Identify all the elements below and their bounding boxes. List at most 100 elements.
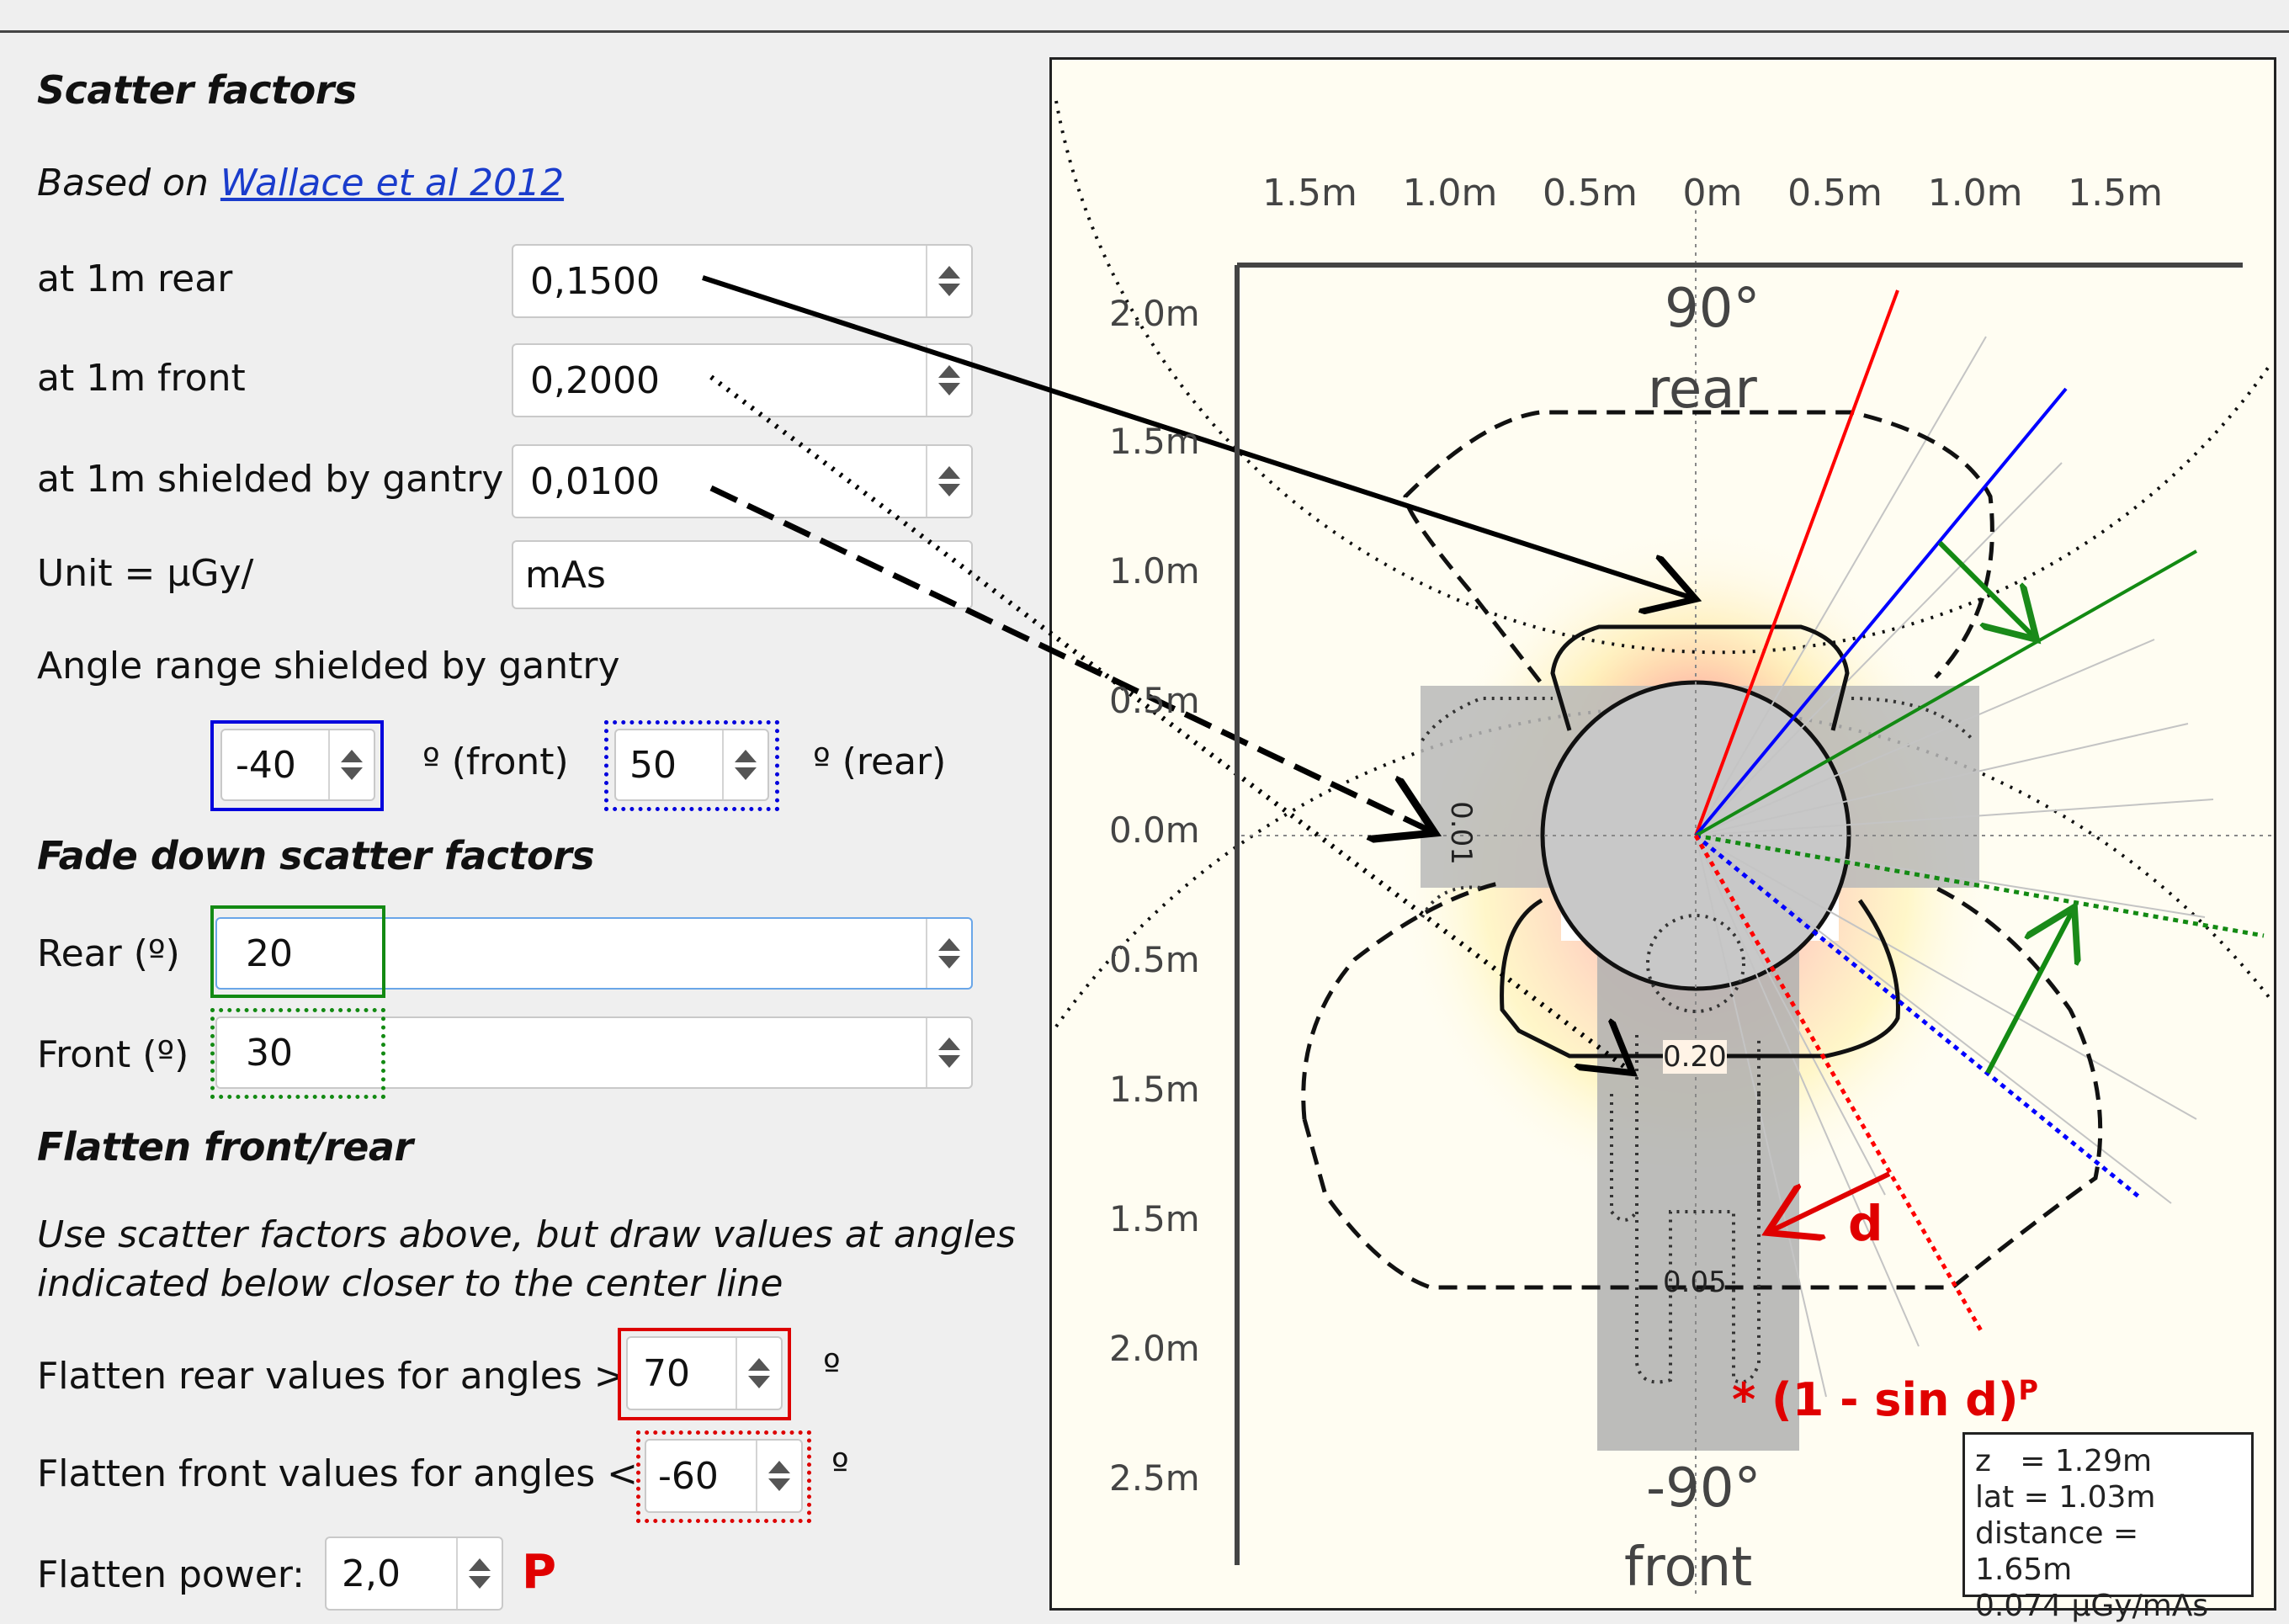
fade-front-spinbox[interactable]: 30 [215,1016,973,1089]
fade-front-value[interactable]: 30 [246,1031,293,1075]
fade-rear-value[interactable]: 20 [246,931,293,975]
readout-distance: distance = 1.65m [1975,1516,2139,1587]
angle-front-highlight [210,720,384,811]
down-arrow-icon[interactable] [768,1478,790,1491]
rear-scatter-spinbox[interactable]: 0,1500 [512,244,973,318]
gantry-scatter-spinbox[interactable]: 0,0100 [512,444,973,518]
up-arrow-icon[interactable] [938,938,960,951]
front-scatter-value[interactable]: 0,2000 [530,358,660,402]
top-tick: 1.0m [1927,172,2023,215]
front-scatter-spin-arrows[interactable] [926,345,971,416]
flatten-rear-spinbox[interactable]: 70 [626,1336,783,1410]
rear-scatter-label: at 1m rear [37,257,233,300]
contour-label-001: 0.01 [1443,801,1478,865]
angle-front-value[interactable]: -40 [236,743,296,787]
flatten-desc-line2: indicated below closer to the center lin… [37,1262,783,1305]
fade-rear-spin-arrows[interactable] [926,919,971,988]
flatten-front-spin-arrows[interactable] [756,1441,801,1511]
left-tick: 1.5m [1109,1069,1200,1110]
wallace-link[interactable]: Wallace et al 2012 [220,162,565,204]
front-scatter-arrow [709,374,1633,1073]
readout-z: z = 1.29m [1975,1444,2153,1478]
top-divider [0,30,2289,33]
flatten-power-value[interactable]: 2,0 [342,1552,401,1595]
fade-rear-spinbox[interactable]: 20 [215,917,973,990]
red-rear-line [1694,289,1899,836]
down-arrow-icon[interactable] [341,767,363,780]
gantry-scatter-spin-arrows[interactable] [926,446,971,517]
gantry-scatter-value[interactable]: 0,0100 [530,459,660,503]
angle-range-label: Angle range shielded by gantry [37,645,620,687]
flatten-heading: Flatten front/rear [37,1124,413,1170]
scatter-factors-heading: Scatter factors [37,67,357,113]
angle-rear-unit: º (rear) [813,740,947,783]
front-scatter-label: at 1m front [37,357,246,400]
rear-scatter-value[interactable]: 0,1500 [530,259,660,303]
flatten-power-spinbox[interactable]: 2,0 [325,1536,503,1611]
down-arrow-icon[interactable] [748,1376,770,1388]
top-tick: 0m [1682,172,1743,215]
unit-value[interactable]: mAs [525,553,606,597]
flatten-front-label: Flatten front values for angles < [37,1452,639,1495]
fade-rear-highlight [210,905,385,998]
up-arrow-icon[interactable] [341,750,363,762]
flatten-rear-spin-arrows[interactable] [736,1338,781,1409]
angle-fan [1695,336,2214,1398]
flatten-front-value[interactable]: -60 [658,1454,719,1498]
up-arrow-icon[interactable] [938,1038,960,1050]
green-rear-line [1695,549,2197,837]
up-arrow-icon[interactable] [938,266,960,279]
angle-front-unit: º (front) [422,740,569,783]
gantry-scatter-arrow [709,485,1435,833]
rear-scatter-arrow [702,275,1696,599]
fade-front-spin-arrows[interactable] [926,1018,971,1087]
angle-front-spin-arrows[interactable] [328,730,374,799]
top-tick: 0.5m [1787,172,1883,215]
gantry-scatter-label: at 1m shielded by gantry [37,458,504,501]
based-on-text: Based on Wallace et al 2012 [37,162,564,204]
down-arrow-icon[interactable] [938,484,960,496]
angle-rear-spinbox[interactable]: 50 [614,729,769,801]
front-scatter-spinbox[interactable]: 0,2000 [512,343,973,417]
top-tick: 1.5m [2068,172,2163,215]
center-crosshair [1241,210,2272,1599]
flatten-front-highlight [636,1430,811,1523]
readout-box: z = 1.29m lat = 1.03m distance = 1.65m 0… [1962,1432,2254,1623]
flatten-rear-value[interactable]: 70 [643,1351,690,1395]
contour-label-020: 0.20 [1663,1040,1727,1074]
unit-label: Unit = µGy/ [37,552,254,595]
down-arrow-icon[interactable] [938,1055,960,1068]
flatten-rear-highlight [618,1328,791,1420]
angle-rear-spin-arrows[interactable] [722,730,767,799]
down-arrow-icon[interactable] [735,767,757,780]
fade-front-highlight [210,1008,385,1099]
green-front-fade-arrow [1985,907,2074,1075]
down-arrow-icon[interactable] [938,956,960,969]
rear-scatter-spin-arrows[interactable] [926,246,971,316]
blue-front-line [1694,834,2143,1201]
up-arrow-icon[interactable] [768,1461,790,1473]
left-tick: 1.5m [1109,1198,1200,1239]
flatten-power-label: Flatten power: [37,1553,305,1596]
flatten-power-spin-arrows[interactable] [456,1538,502,1609]
up-arrow-icon[interactable] [748,1358,770,1371]
down-arrow-icon[interactable] [938,284,960,296]
front-word-label: front [1624,1536,1753,1599]
angle-rear-value[interactable]: 50 [629,743,677,787]
up-arrow-icon[interactable] [938,365,960,378]
down-arrow-icon[interactable] [938,383,960,395]
fade-front-label: Front (º) [37,1033,189,1076]
fade-heading: Fade down scatter factors [37,833,595,878]
green-rear-fade-arrow [1937,540,2037,640]
up-arrow-icon[interactable] [469,1558,491,1571]
down-arrow-icon[interactable] [469,1576,491,1589]
up-arrow-icon[interactable] [735,750,757,762]
red-front-line [1693,834,1984,1334]
flatten-front-spinbox[interactable]: -60 [645,1439,803,1513]
large-dotted-circles [1054,100,2274,1028]
left-tick: 0.5m [1109,680,1200,721]
angle-front-spinbox[interactable]: -40 [220,729,375,801]
front-angle-label: -90° [1646,1457,1761,1520]
up-arrow-icon[interactable] [938,466,960,479]
